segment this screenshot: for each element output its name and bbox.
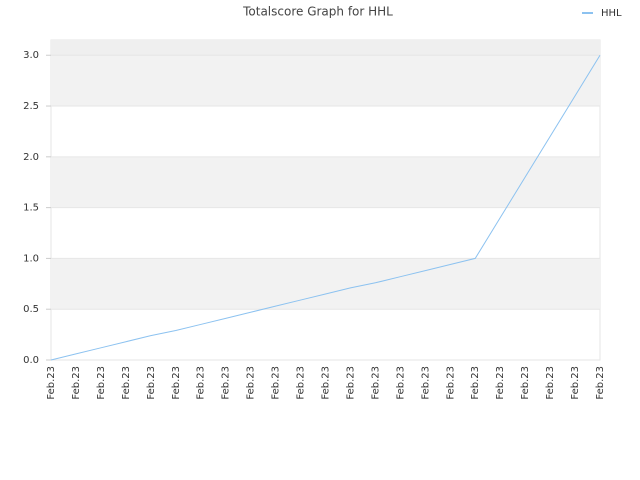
band — [51, 55, 600, 107]
x-tick-label: Feb.23 — [96, 366, 107, 400]
y-tick-label: 1.0 — [23, 253, 39, 264]
band — [51, 258, 600, 310]
chart-title: Totalscore Graph for HHL — [242, 5, 393, 19]
x-tick-label: Feb.23 — [595, 366, 606, 400]
band — [51, 156, 600, 208]
x-tick-label: Feb.23 — [46, 366, 57, 400]
legend-label: HHL — [601, 8, 622, 19]
data-line — [50, 54, 601, 361]
x-tick-label: Feb.23 — [470, 366, 481, 400]
x-tick-label: Feb.23 — [345, 366, 356, 400]
y-tick-label: 3.0 — [23, 50, 39, 61]
x-tick-label: Feb.23 — [221, 366, 232, 400]
y-tick-label: 2.0 — [23, 152, 39, 163]
x-tick-label: Feb.23 — [196, 366, 207, 400]
x-tick-label: Feb.23 — [296, 366, 307, 400]
band — [51, 40, 600, 56]
x-tick-label: Feb.23 — [146, 366, 157, 400]
x-tick-label: Feb.23 — [445, 366, 456, 400]
x-tick-label: Feb.23 — [570, 366, 581, 400]
x-tick-label: Feb.23 — [370, 366, 381, 400]
y-tick-label: 1.5 — [23, 203, 39, 214]
x-tick-label: Feb.23 — [121, 366, 132, 400]
x-tick-label: Feb.23 — [495, 366, 506, 400]
x-tick-label: Feb.23 — [321, 366, 332, 400]
x-tick-label: Feb.23 — [71, 366, 82, 400]
y-tick-label: 0.5 — [23, 304, 39, 315]
x-tick-label: Feb.23 — [545, 366, 556, 400]
x-tick-label: Feb.23 — [246, 366, 257, 400]
x-tick-label: Feb.23 — [420, 366, 431, 400]
x-tick-label: Feb.23 — [520, 366, 531, 400]
x-tick-label: Feb.23 — [395, 366, 406, 400]
y-tick-label: 2.5 — [23, 101, 39, 112]
x-tick-label: Feb.23 — [171, 366, 182, 400]
x-tick-label: Feb.23 — [271, 366, 282, 400]
y-tick-label: 0.0 — [23, 355, 39, 366]
